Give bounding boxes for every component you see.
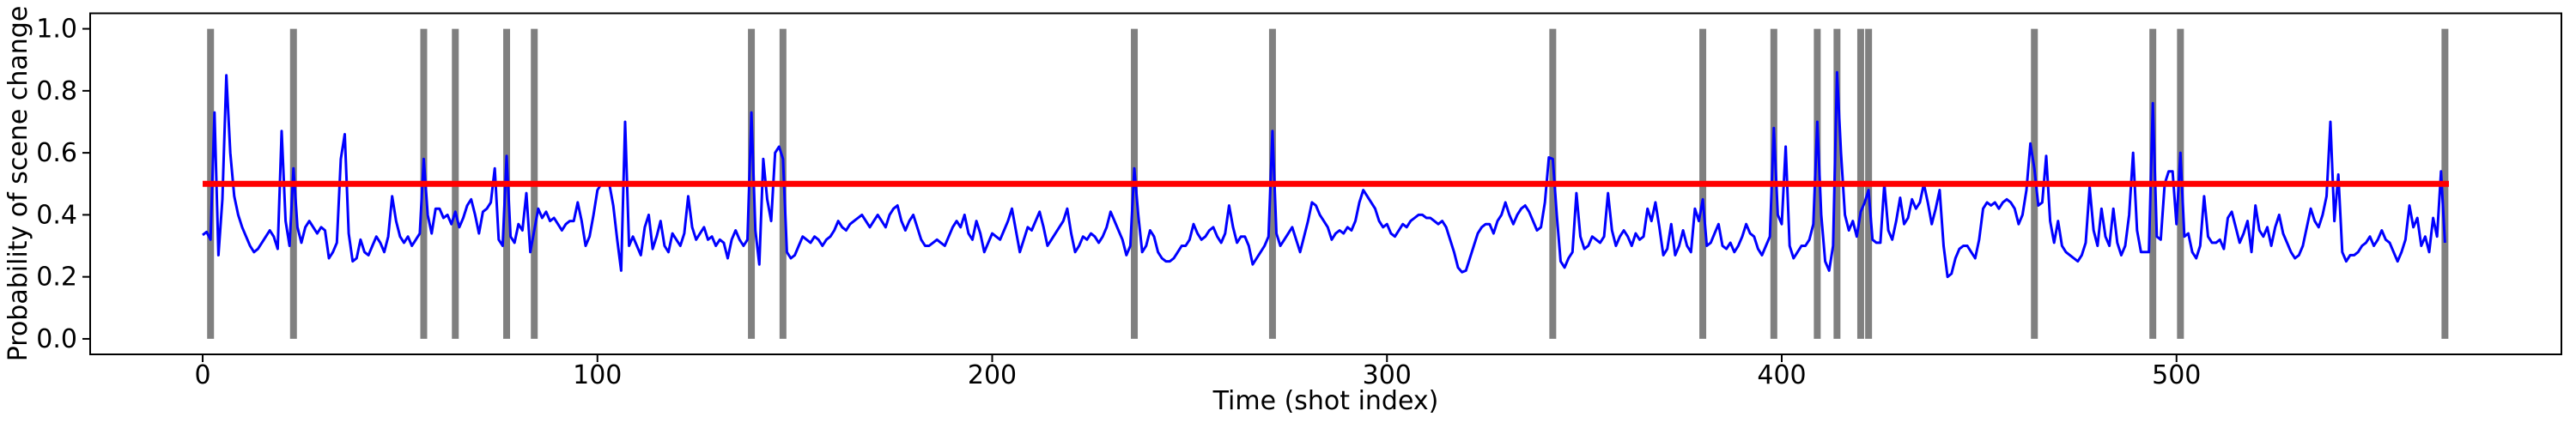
x-tick-label: 100 xyxy=(573,360,622,390)
y-tick-label: 0.0 xyxy=(36,324,77,354)
x-tick-label: 300 xyxy=(1363,360,1412,390)
x-axis-label: Time (shot index) xyxy=(1212,386,1439,416)
probability-line xyxy=(202,70,2446,279)
y-tick-label: 0.2 xyxy=(36,263,77,293)
x-tick-label: 200 xyxy=(968,360,1017,390)
y-axis-label: Probability of scene change xyxy=(3,5,33,362)
y-tick-label: 1.0 xyxy=(36,15,77,45)
x-tick-label: 500 xyxy=(2152,360,2201,390)
y-tick-label: 0.8 xyxy=(36,76,77,106)
x-tick-label: 400 xyxy=(1757,360,1806,390)
y-tick-label: 0.6 xyxy=(36,138,77,168)
y-tick-label: 0.4 xyxy=(36,200,77,230)
plot-area xyxy=(89,12,2562,355)
x-tick-label: 0 xyxy=(194,360,210,390)
